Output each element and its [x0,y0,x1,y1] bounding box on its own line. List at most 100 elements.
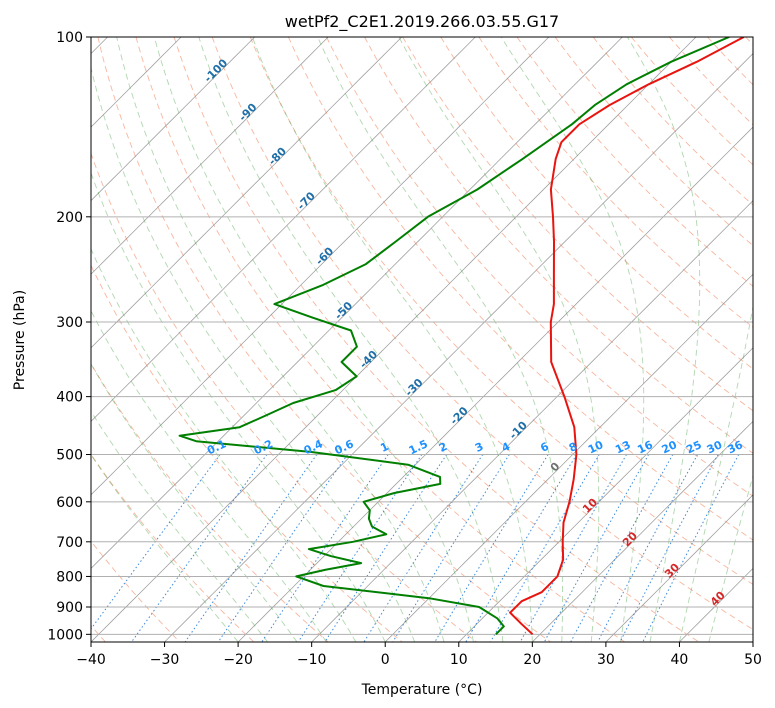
dry-adiabat-line [745,37,753,46]
moist-adiabat-line [116,37,445,642]
y-axis-label: Pressure (hPa) [12,290,28,390]
x-axis-label: Temperature (°C) [361,682,483,698]
mixing-ratio-label: 16 [635,438,655,456]
mixing-ratio-label: 36 [726,438,746,456]
dry-adiabat-line [402,37,753,412]
mixing-ratio-label: 8 [567,440,579,455]
mixing-ratio-line [131,454,268,642]
dry-adiabat-line [91,264,403,642]
x-tick-label: −10 [297,652,327,668]
moist-adiabat-line [91,363,298,642]
x-tick-label: 10 [450,652,468,668]
isotherm-line [679,567,753,642]
dry-adiabat-line [211,37,753,631]
x-tick-label: −30 [150,652,180,668]
moist-adiabat-line [91,453,239,642]
isotherm-line [532,420,753,642]
moist-adiabat-label: -30 [402,376,425,399]
mixing-ratio-line [543,454,650,642]
moist-adiabat-label: -80 [266,145,289,168]
mixing-ratio-line [217,454,349,642]
dry-adiabat-line [326,37,753,497]
isotherm-line [605,494,753,642]
isotherm-line [91,37,403,349]
dry-adiabat-line [554,37,753,247]
background-lines [91,37,753,642]
warm-adiabat-label: 10 [580,495,600,515]
dry-adiabat-line [707,37,753,86]
chart-title: wetPf2_C2E1.2019.266.03.55.G17 [285,12,559,32]
pressure-grid [91,37,753,635]
moist-adiabat-line [91,410,268,642]
moist-adiabat-line [317,37,563,642]
moist-adiabat-line [708,474,753,642]
dry-adiabat-line [135,37,626,642]
moist-adiabat-line [91,247,357,642]
moist-adiabat-line [251,37,533,642]
mixing-ratio-label: 2 [437,440,449,455]
isotherm-line [91,37,550,496]
dry-adiabat-line [364,37,753,454]
moist-adiabat-line [500,37,645,642]
y-tick-label: 900 [56,600,83,616]
mixing-ratio-label: 1 [378,440,390,455]
moist-adiabat-line [91,309,327,642]
y-tick-label: 200 [56,210,83,226]
isotherm-line [91,37,697,642]
profile-series [178,37,745,636]
moist-adiabat-line [198,37,504,642]
dry-adiabat-line [97,37,551,642]
dewpoint-profile-line [178,37,730,636]
dry-adiabat-line [173,37,700,642]
mixing-ratio-line [184,454,318,642]
dry-adiabat-line [91,152,477,642]
moist-adiabat-label: -40 [357,348,380,371]
dry-adiabat-line [249,37,753,585]
y-tick-label: 500 [56,448,83,464]
moist-adiabat-line [627,37,701,642]
mixing-ratio-label: 25 [684,438,703,456]
moist-adiabat-label: -20 [448,404,471,427]
mixing-ratio-line [619,454,719,642]
x-tick-label: −40 [76,652,106,668]
moist-adiabat-label: -50 [332,299,355,322]
isotherm-line [91,37,255,202]
moist-adiabat-label: -100 [202,56,231,85]
x-tick-label: 40 [671,652,689,668]
dry-adiabat-line [478,37,753,328]
warm-adiabat-label: 20 [620,529,640,549]
mixing-ratio-line [434,454,549,642]
isotherm-line [752,641,753,642]
mixing-ratio-line [642,454,740,642]
moist-adiabat-line [398,37,600,642]
moist-adiabat-label: -60 [313,244,336,267]
mixing-ratio-line [261,454,389,642]
moist-adiabat-label: -10 [507,419,530,442]
isotherm-line [164,53,753,642]
x-tick-label: 30 [597,652,615,668]
isotherm-line [384,273,753,642]
mixing-ratio-line [324,454,448,642]
mixing-ratio-line [363,454,484,642]
mixing-ratio-label: 20 [660,438,680,456]
isotherm-line [91,37,476,422]
mixing-ratio-line [465,454,578,642]
y-tick-label: 400 [56,390,83,406]
mixing-ratio-line [91,454,221,630]
x-tick-label: 50 [744,652,762,668]
mixing-ratio-line [597,454,698,642]
moist-adiabat-label: -70 [295,189,318,212]
x-tick-label: −20 [223,652,253,668]
mixing-ratio-label: 10 [586,438,606,456]
isotherm-line [91,37,623,569]
mixing-ratio-line [570,454,674,642]
y-tick-label: 700 [56,535,83,551]
isotherm-line [91,37,329,275]
dry-adiabat-line [91,453,255,642]
mixing-ratio-label: 13 [613,438,632,456]
x-tick-label: 0 [381,652,390,668]
moist-adiabat-line [91,66,416,642]
